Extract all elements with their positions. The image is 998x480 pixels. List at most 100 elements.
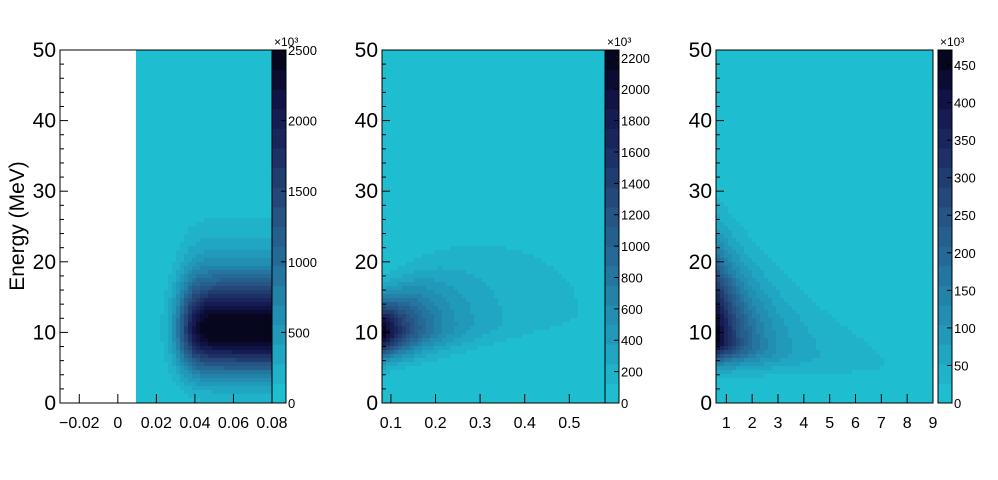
heatmap-cell (228, 66, 233, 71)
heatmap-cell (172, 254, 177, 259)
heatmap-cell (184, 374, 189, 379)
heatmap-cell (462, 366, 467, 371)
heatmap-cell (438, 250, 443, 255)
heatmap-cell (430, 98, 435, 103)
heatmap-cell (216, 94, 221, 99)
heatmap-cell (422, 78, 427, 83)
heatmap-cell (176, 354, 181, 359)
heatmap-cell (402, 78, 407, 83)
heatmap-cell (204, 122, 209, 127)
heatmap-cell (216, 62, 221, 67)
heatmap-cell (136, 178, 141, 183)
heatmap-cell (414, 326, 419, 331)
heatmap-cell (386, 378, 391, 383)
heatmap-cell (224, 90, 229, 95)
heatmap-cell (430, 318, 435, 323)
heatmap-cell (144, 102, 149, 107)
heatmap-cell (454, 366, 459, 371)
heatmap-cell (264, 50, 269, 55)
heatmap-cell (426, 234, 431, 239)
heatmap-cell (152, 354, 157, 359)
heatmap-cell (212, 382, 217, 387)
heatmap-cell (458, 274, 463, 279)
heatmap-cell (458, 394, 463, 399)
heatmap-cell (386, 270, 391, 275)
colorbar-tick-label: 500 (288, 325, 310, 340)
heatmap-cell (256, 74, 261, 79)
heatmap-cell (228, 258, 233, 263)
heatmap-cell (196, 398, 201, 403)
heatmap-cell (434, 54, 439, 59)
heatmap-cell (264, 374, 269, 379)
heatmap-cell (220, 158, 225, 163)
heatmap-cell (136, 210, 141, 215)
heatmap-cell (410, 334, 415, 339)
heatmap-cell (188, 270, 193, 275)
heatmap-cell (426, 322, 431, 327)
heatmap-cell (244, 274, 249, 279)
heatmap-cell (224, 390, 229, 395)
heatmap-cell (204, 366, 209, 371)
heatmap-cell (446, 174, 451, 179)
heatmap-cell (454, 166, 459, 171)
heatmap-cell (224, 378, 229, 383)
heatmap-cell (212, 302, 217, 307)
heatmap-cell (382, 114, 387, 119)
heatmap-cell (394, 262, 399, 267)
heatmap-cell (140, 302, 145, 307)
heatmap-cell (204, 166, 209, 171)
heatmap-cell (220, 146, 225, 151)
heatmap-cell (260, 270, 265, 275)
heatmap-cell (450, 110, 455, 115)
heatmap-cell (144, 270, 149, 275)
heatmap-cell (188, 158, 193, 163)
heatmap-cell (156, 86, 161, 91)
heatmap-cell (406, 330, 411, 335)
heatmap-cell (152, 262, 157, 267)
heatmap-cell (260, 202, 265, 207)
heatmap-cell (402, 202, 407, 207)
heatmap-cell (180, 246, 185, 251)
heatmap-cell (426, 118, 431, 123)
heatmap-cell (248, 150, 253, 155)
heatmap-cell (434, 338, 439, 343)
heatmap-cell (156, 198, 161, 203)
heatmap-cell (418, 106, 423, 111)
heatmap-cell (200, 126, 205, 131)
heatmap-cell (462, 122, 467, 127)
heatmap-cell (216, 198, 221, 203)
heatmap-cell (386, 74, 391, 79)
heatmap-cell (426, 214, 431, 219)
heatmap-cell (248, 206, 253, 211)
heatmap-cell (248, 298, 253, 303)
heatmap-cell (192, 134, 197, 139)
heatmap-cell (160, 382, 165, 387)
heatmap-cell (438, 306, 443, 311)
heatmap-cell (418, 66, 423, 71)
heatmap-cell (240, 166, 245, 171)
heatmap-cell (192, 50, 197, 55)
heatmap-cell (426, 170, 431, 175)
heatmap-cell (152, 314, 157, 319)
heatmap-cell (204, 390, 209, 395)
heatmap-cell (426, 94, 431, 99)
heatmap-cell (264, 158, 269, 163)
heatmap-cell (160, 274, 165, 279)
heatmap-cell (438, 230, 443, 235)
heatmap-cell (224, 62, 229, 67)
heatmap-cell (232, 374, 237, 379)
heatmap-cell (252, 330, 257, 335)
heatmap-cell (220, 150, 225, 155)
heatmap-cell (196, 250, 201, 255)
heatmap-cell (196, 198, 201, 203)
heatmap-cell (394, 166, 399, 171)
heatmap-cell (152, 74, 157, 79)
heatmap-cell (196, 146, 201, 151)
heatmap-cell (176, 218, 181, 223)
heatmap-cell (450, 270, 455, 275)
heatmap-cell (410, 374, 415, 379)
heatmap-cell (446, 82, 451, 87)
heatmap-cell (264, 238, 269, 243)
heatmap-cell (212, 258, 217, 263)
heatmap-cell (438, 394, 443, 399)
